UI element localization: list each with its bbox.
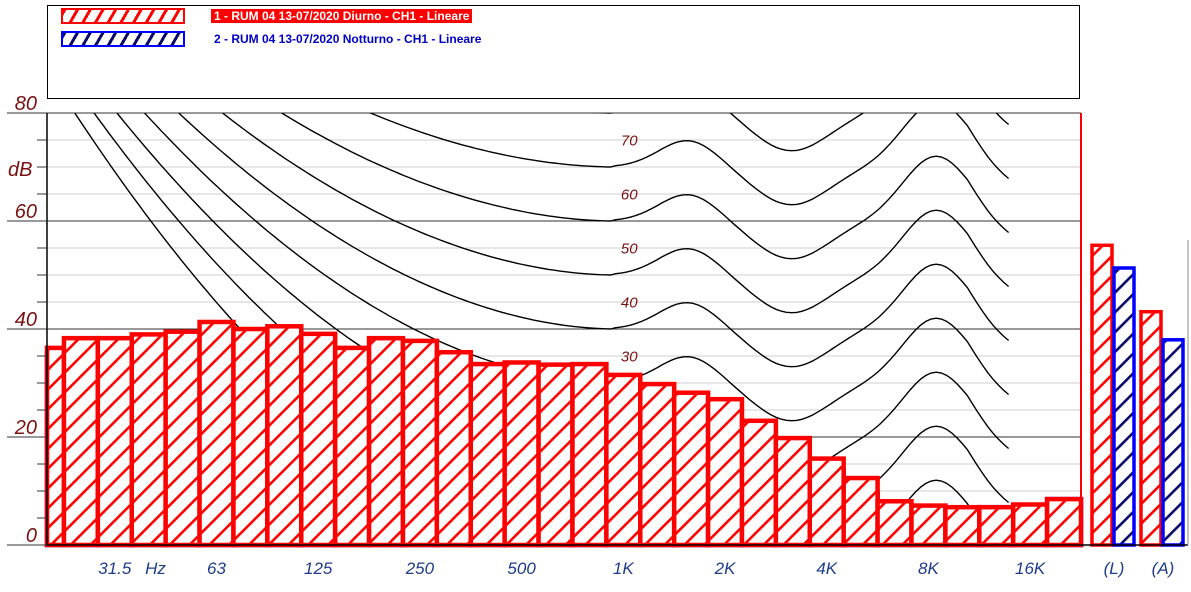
band-bar-diurno [943, 504, 982, 548]
summary-bar-notturno [1161, 338, 1185, 547]
summary-bar-diurno [1139, 309, 1163, 547]
legend-swatch-blue-hatch [61, 31, 185, 47]
x-tick-label-hz: Hz [145, 559, 166, 578]
legend-label-notturno: 2 - RUM 04 13-07/2020 Notturno - CH1 - L… [214, 32, 482, 46]
x-tick-label-2k: 2K [714, 559, 736, 578]
y-unit-label: dB [8, 159, 32, 181]
band-bar-diurno [638, 381, 677, 548]
summary-bar-notturno [1112, 266, 1136, 547]
band-bar-diurno [265, 324, 304, 548]
band-bar-diurno [536, 362, 575, 548]
x-summary-label-a: (A) [1152, 559, 1175, 578]
x-tick-label-125: 125 [304, 559, 333, 578]
x-tick-label-16k: 16K [1015, 559, 1046, 578]
band-bar-diurno [1044, 496, 1084, 548]
y-tick-label-40: 40 [15, 309, 37, 331]
x-tick-label-4k: 4K [816, 559, 837, 578]
summary-bar-diurno [1090, 243, 1114, 547]
band-bar-diurno [909, 503, 948, 548]
iso-curve-label-30: 30 [621, 348, 638, 365]
iso-curve-label-50: 50 [621, 240, 638, 257]
band-bar-diurno [44, 345, 67, 548]
x-tick-label-250: 250 [405, 559, 435, 578]
band-bar-diurno [197, 319, 236, 548]
band-bar-diurno [299, 331, 338, 548]
band-bar-diurno [1010, 502, 1050, 548]
iso-curve-label-70: 70 [621, 132, 638, 149]
y-tick-label-20: 20 [14, 417, 37, 439]
band-bar-diurno [231, 326, 270, 548]
x-tick-label-63: 63 [207, 559, 226, 578]
band-bar-diurno [604, 372, 643, 548]
x-tick-label-8k: 8K [918, 559, 939, 578]
iso-curve-70 [368, 113, 1010, 206]
band-bar-diurno [434, 349, 474, 548]
x-tick-label-31-5: 31.5 [98, 559, 132, 578]
band-bar-diurno [366, 335, 406, 548]
iso-curve-80 [589, 113, 1010, 152]
x-tick-label-500: 500 [507, 559, 536, 578]
legend-label-diurno: 1 - RUM 04 13-07/2020 Diurno - CH1 - Lin… [211, 9, 473, 23]
band-bar-diurno [807, 456, 846, 548]
axes: 0 20 40 60 80 dB 31.5 Hz 63 125 250 500 1K 2K 4K 8K 16K (… [7, 93, 1189, 578]
iso-curve-50 [221, 113, 1010, 314]
legend-swatch-red-hatch [61, 8, 185, 24]
band-bar-diurno [502, 360, 541, 548]
band-bar-diurno [671, 390, 711, 548]
band-bar-diurno [570, 361, 609, 548]
x-tick-label-1k: 1K [613, 559, 634, 578]
y-tick-label-60: 60 [15, 201, 37, 223]
band-bar-diurno [129, 332, 168, 548]
band-bar-diurno [977, 504, 1016, 548]
legend-box: 1 - RUM 04 13-07/2020 Diurno - CH1 - Lin… [47, 5, 1080, 99]
band-bar-diurno [163, 329, 202, 548]
iso-curve-60 [280, 113, 1010, 260]
band-bar-diurno [332, 345, 372, 548]
band-bar-diurno [705, 396, 745, 548]
band-bar-diurno [841, 475, 880, 548]
x-summary-label-l: (L) [1104, 559, 1125, 578]
y-tick-label-0: 0 [26, 525, 37, 547]
iso-curve-40 [177, 113, 1010, 368]
y-tick-label-80: 80 [15, 93, 37, 115]
band-bar-diurno [95, 335, 135, 548]
band-bar-diurno [468, 361, 507, 548]
band-bar-diurno [61, 335, 101, 548]
band-bar-diurno [739, 418, 779, 548]
band-bar-diurno [875, 499, 914, 548]
band-bar-diurno [773, 435, 813, 548]
band-bars [44, 319, 1084, 548]
iso-curve-label-60: 60 [621, 186, 638, 203]
iso-curve-label-40: 40 [621, 294, 638, 311]
band-bar-diurno [400, 338, 440, 548]
summary-bars [1090, 243, 1185, 547]
